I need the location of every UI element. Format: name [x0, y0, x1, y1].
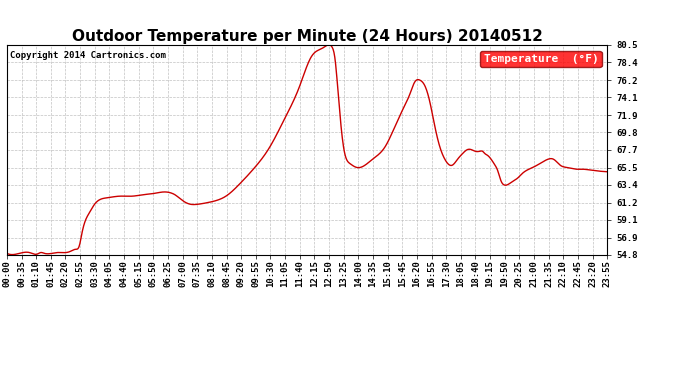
Legend: Temperature  (°F): Temperature (°F)	[480, 51, 602, 67]
Text: Copyright 2014 Cartronics.com: Copyright 2014 Cartronics.com	[10, 51, 166, 60]
Title: Outdoor Temperature per Minute (24 Hours) 20140512: Outdoor Temperature per Minute (24 Hours…	[72, 29, 542, 44]
